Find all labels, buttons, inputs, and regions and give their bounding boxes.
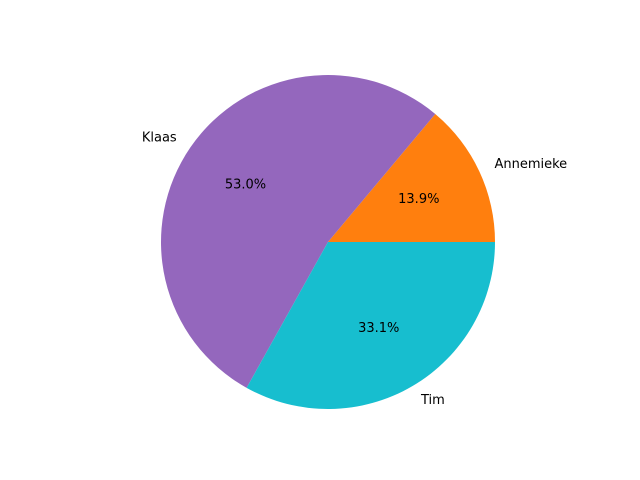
slice-percent-klaas: 53.0% (225, 178, 266, 193)
slice-percent-annemieke: 13.9% (398, 192, 439, 207)
pie-slice-tim (246, 242, 495, 410)
slice-label-tim: Tim (420, 393, 445, 408)
pie-slice-klaas (161, 75, 436, 388)
pie-slice-annemieke (328, 113, 495, 242)
slice-percent-tim: 33.1% (358, 321, 399, 336)
slice-label-klaas: Klaas (142, 130, 177, 145)
slice-label-annemieke: Annemieke (494, 157, 567, 172)
